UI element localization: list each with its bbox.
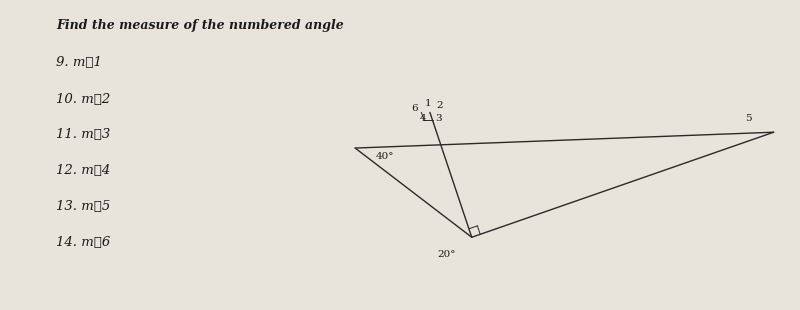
Text: 13. m∢5: 13. m∢5 xyxy=(56,200,110,213)
Text: 3: 3 xyxy=(435,114,442,123)
Text: 5: 5 xyxy=(746,114,752,123)
Text: 12. m∢4: 12. m∢4 xyxy=(56,164,110,177)
Text: 10. m∢2: 10. m∢2 xyxy=(56,93,110,106)
Text: 11. m∢3: 11. m∢3 xyxy=(56,128,110,141)
Text: Find the measure of the numbered angle: Find the measure of the numbered angle xyxy=(56,19,344,32)
Text: 40°: 40° xyxy=(376,153,394,162)
Text: 9. m∡1: 9. m∡1 xyxy=(56,56,102,69)
Text: 20°: 20° xyxy=(438,250,456,259)
Text: 4: 4 xyxy=(420,114,426,123)
Text: 14. m∢6: 14. m∢6 xyxy=(56,236,110,249)
Text: 1: 1 xyxy=(425,99,431,108)
Text: 6: 6 xyxy=(411,104,418,113)
Text: 2: 2 xyxy=(437,101,443,110)
